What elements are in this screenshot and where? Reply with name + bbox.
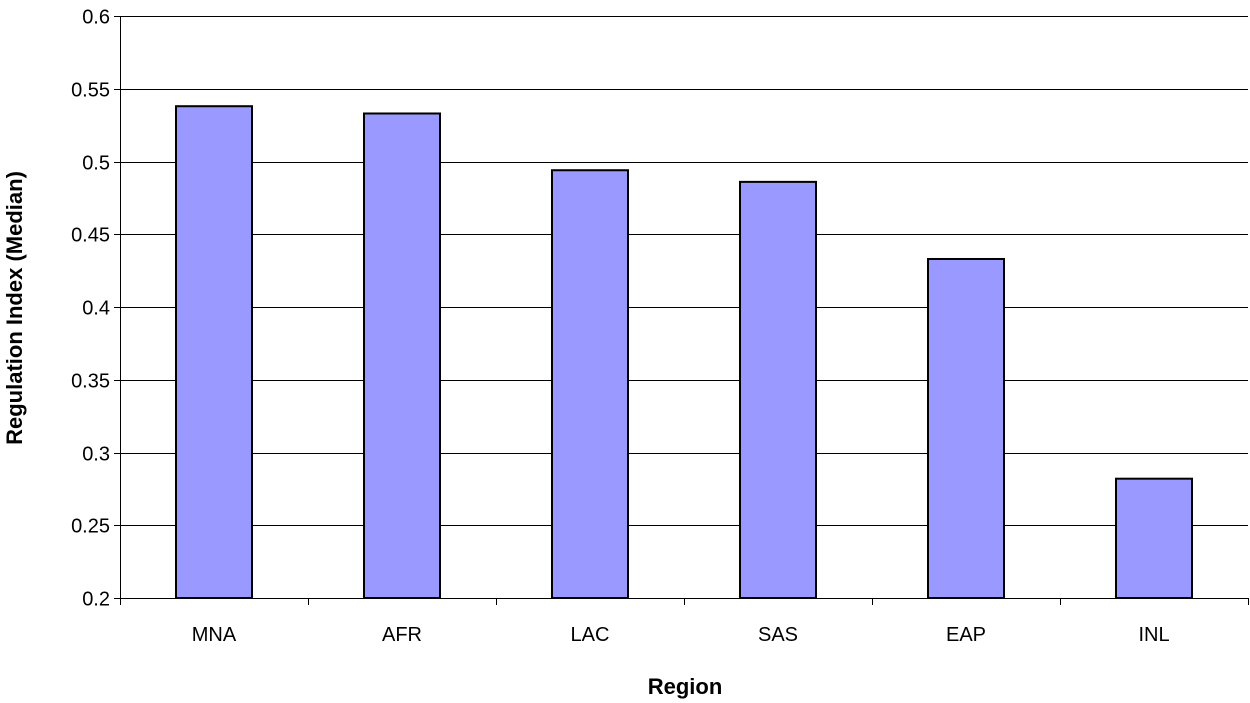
axes bbox=[114, 16, 1249, 605]
x-tick-label: INL bbox=[1138, 624, 1169, 646]
x-tick-label: EAP bbox=[946, 624, 986, 646]
y-tick-label: 0.5 bbox=[82, 153, 110, 175]
y-tick-label: 0.2 bbox=[82, 589, 110, 611]
bar-mna bbox=[175, 105, 253, 600]
bar-sas bbox=[739, 180, 817, 599]
y-tick-label: 0.45 bbox=[71, 225, 110, 247]
y-tick-label: 0.6 bbox=[82, 7, 110, 29]
y-tick-label: 0.35 bbox=[71, 371, 110, 393]
y-tick-label: 0.55 bbox=[71, 80, 110, 102]
x-tick-label: AFR bbox=[382, 624, 422, 646]
tick-labels: 0.2 0.25 0.3 0.35 0.4 0.45 0.5 0.55 0.6 MNA AFR LAC… bbox=[71, 7, 1170, 647]
x-tick-label: LAC bbox=[571, 624, 610, 646]
bar-afr bbox=[363, 112, 441, 600]
y-tick-label: 0.25 bbox=[71, 516, 110, 538]
gridlines bbox=[120, 16, 1248, 526]
bar-eap bbox=[927, 257, 1005, 599]
bar-lac bbox=[551, 169, 629, 599]
bar-inl bbox=[1115, 477, 1193, 599]
bars bbox=[175, 105, 1193, 600]
x-tick-label: SAS bbox=[758, 624, 798, 646]
x-tick-label: MNA bbox=[192, 624, 237, 646]
y-tick-label: 0.3 bbox=[82, 444, 110, 466]
x-axis-title: Region bbox=[648, 674, 723, 699]
y-axis-title: Regulation Index (Median) bbox=[2, 171, 27, 445]
y-tick-label: 0.4 bbox=[82, 298, 110, 320]
